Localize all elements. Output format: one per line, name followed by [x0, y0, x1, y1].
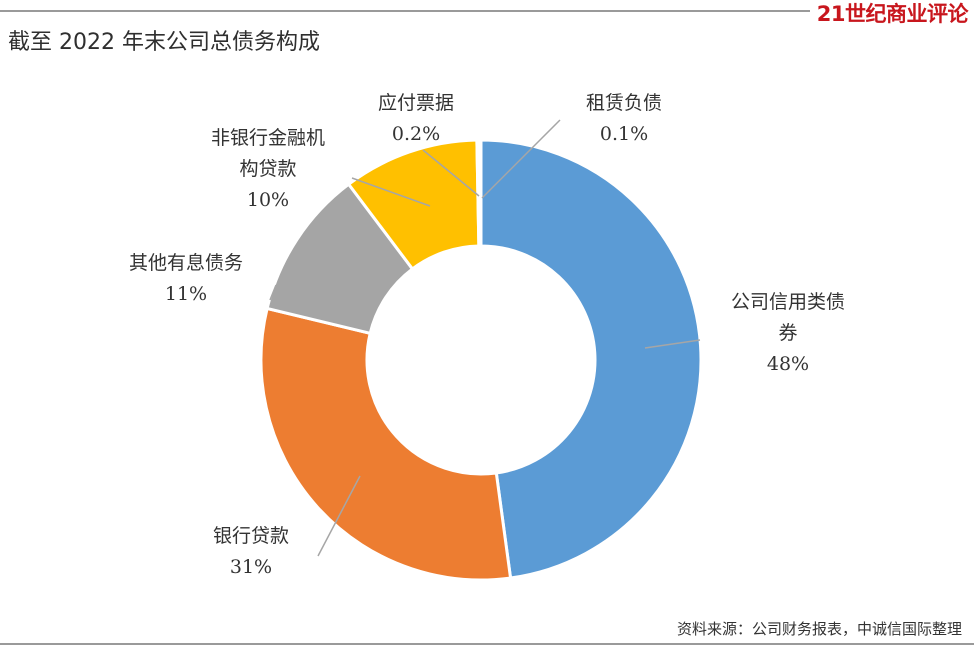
- slice-1-percent-label: 48%: [767, 353, 809, 375]
- slice-2-name-label: 银行贷款: [213, 525, 289, 547]
- slice-3-percent-label: 11%: [165, 283, 207, 305]
- brand-logo: 21世纪商业评论: [816, 2, 969, 26]
- source-note: 资料来源：公司财务报表，中诚信国际整理: [676, 620, 962, 638]
- slice-6: [478, 138, 483, 248]
- slice-5-name-label: 应付票据: [378, 92, 454, 114]
- slice-4-name-label: 非银行金融机: [211, 127, 325, 149]
- leader-line-5: [422, 149, 480, 197]
- slice-2: [259, 306, 513, 582]
- leader-line-1: [644, 339, 701, 349]
- slice-1: [479, 138, 703, 580]
- slice-3-name-label: 其他有息债务: [129, 252, 243, 274]
- slice-4-name-label: 构贷款: [239, 158, 296, 180]
- leader-line-3: [269, 284, 277, 301]
- slice-5-percent-label: 0.2%: [392, 123, 440, 145]
- page-title: 截至 2022 年末公司总债务构成: [8, 30, 320, 55]
- slice-2-percent-label: 31%: [230, 556, 272, 578]
- leader-line-2: [317, 475, 361, 557]
- leader-line-4: [351, 177, 431, 207]
- leader-line-6: [481, 119, 561, 199]
- top-divider: [0, 10, 810, 12]
- slice-1-name-label: 券: [778, 322, 797, 344]
- slice-6-name-label: 租赁负债: [586, 92, 662, 114]
- slice-4-percent-label: 10%: [247, 189, 289, 211]
- slice-6-percent-label: 0.1%: [600, 123, 648, 145]
- bottom-divider: [0, 643, 974, 645]
- slice-1-name-label: 公司信用类债: [731, 291, 845, 313]
